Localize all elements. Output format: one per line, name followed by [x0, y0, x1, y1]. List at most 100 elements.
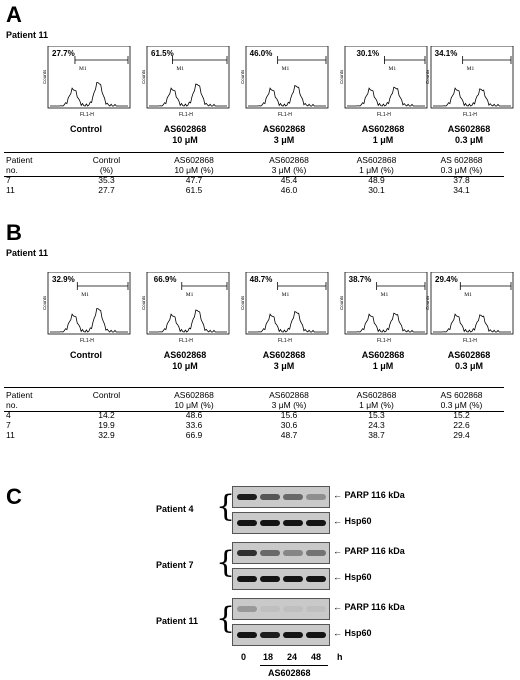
blot-band — [260, 632, 280, 638]
panel-b-data-row: 4 14.2 48.6 15.6 15.3 15.2 — [4, 410, 504, 420]
histogram-curve — [248, 311, 326, 333]
blot-band — [306, 632, 326, 638]
panel-b-letter: B — [6, 220, 22, 245]
table-cell: 15.6 — [280, 410, 298, 420]
table-cell: 3 μM (%) — [271, 165, 307, 175]
table-cell: AS602868 — [356, 155, 397, 165]
hsp60-label: ← Hsp60 — [333, 516, 372, 526]
blot-band — [306, 520, 326, 526]
blot-band — [283, 606, 303, 612]
panel-b-header-row-2: no. 10 μM (%) 3 μM (%) 1 μM (%) 0.3 μM (%) — [4, 400, 504, 410]
timepoint-48: 48 — [311, 652, 322, 662]
panel-b-histogram-4: M1 38.7% Counts FL1-H — [339, 272, 433, 346]
gate-label: M1 — [467, 66, 475, 72]
blot-band — [237, 632, 257, 638]
brace: { — [216, 601, 236, 636]
histogram-frame — [344, 272, 428, 335]
blot-band — [237, 520, 257, 526]
table-cell: 27.7 — [98, 185, 115, 195]
drug-label: AS602868 — [268, 668, 311, 678]
panel-b-histogram-2: M1 66.9% Counts FL1-H — [141, 272, 235, 346]
table-cell: (%) — [99, 165, 114, 175]
condition-drug: Control — [70, 350, 102, 360]
table-cell: 15.2 — [453, 410, 470, 420]
y-axis-label: Counts — [240, 295, 245, 310]
y-axis-label: Counts — [42, 295, 47, 310]
timepoint-24: 24 — [287, 652, 298, 662]
parp-blot — [232, 486, 330, 508]
blot-band — [306, 606, 326, 612]
panel-b-table-top-rule — [4, 387, 504, 388]
table-cell: 33.6 — [185, 420, 203, 430]
table-cell: 0.3 μM (%) — [440, 400, 483, 410]
panel-a-data-row: 7 35.3 47.7 45.4 48.9 37.8 — [4, 175, 504, 185]
table-cell: 37.8 — [453, 175, 470, 185]
panel-b-condition-label-4: AS602868 1 μM — [333, 350, 433, 372]
panel-a-condition-label-1: Control — [36, 124, 136, 135]
histogram-frame — [430, 46, 514, 109]
percent-label: 27.7% — [52, 49, 75, 58]
histogram-curve — [50, 82, 128, 107]
hsp60-blot — [232, 568, 330, 590]
table-cell: AS602868 — [356, 390, 397, 400]
x-axis-label: FL1-H — [278, 338, 292, 344]
histogram-curve — [433, 87, 511, 107]
condition-dose: 1 μM — [372, 135, 394, 145]
panel-b-condition-label-5: AS602868 0.3 μM — [419, 350, 519, 372]
panel-a-histogram-2: M1 61.5% Counts FL1-H — [141, 46, 235, 120]
histogram-frame — [430, 272, 514, 335]
blot-band — [283, 632, 303, 638]
table-cell: 7 — [6, 420, 11, 430]
gate-label: M1 — [282, 66, 290, 72]
histogram-frame — [344, 46, 428, 109]
table-cell: 7 — [6, 175, 11, 185]
panel-a-table-mid-rule — [4, 176, 504, 177]
y-axis-label: Counts — [339, 69, 344, 84]
blot-band — [260, 520, 280, 526]
table-cell: 48.9 — [368, 175, 385, 185]
y-axis-label: Counts — [240, 69, 245, 84]
panel-b-histogram-3: M1 48.7% Counts FL1-H — [240, 272, 334, 346]
percent-label: 34.1% — [435, 49, 458, 58]
timepoint-0: 0 — [241, 652, 247, 662]
histogram-curve — [347, 312, 425, 333]
histogram-frame — [47, 46, 131, 109]
panel-b-header-row-1: Patient Control AS602868 AS602868 AS602868 AS… — [4, 390, 504, 400]
x-axis-label: FL1-H — [179, 338, 193, 344]
parp-label: ← PARP 116 kDa — [333, 602, 405, 612]
table-cell: 34.1 — [453, 185, 470, 195]
panel-a-header-row-2: no. (%) 10 μM (%) 3 μM (%) 1 μM (%) 0.3 μM (%… — [4, 165, 504, 175]
blot-band — [237, 550, 257, 556]
patient-label: Patient 7 — [156, 560, 194, 570]
x-axis-label: FL1-H — [377, 112, 391, 118]
panel-b-histogram-1: M1 32.9% Counts FL1-H — [42, 272, 136, 346]
condition-drug: AS602868 — [262, 350, 306, 360]
table-cell: 11 — [6, 430, 15, 440]
panel-b-data-row: 7 19.9 33.6 30.6 24.3 22.6 — [4, 420, 504, 430]
table-cell: 35.3 — [98, 175, 115, 185]
percent-label: 66.9% — [154, 275, 177, 284]
table-cell: AS602868 — [269, 155, 309, 165]
panel-a-table: Patient Control AS602868 AS602868 AS602868 AS… — [4, 155, 504, 195]
panel-c-letter: C — [6, 484, 22, 509]
blot-band — [237, 494, 257, 500]
percent-label: 30.1% — [356, 49, 379, 58]
condition-drug: AS602868 — [361, 124, 405, 134]
x-axis-label: FL1-H — [278, 112, 292, 118]
percent-label: 32.9% — [52, 275, 75, 284]
table-cell: 10 μM (%) — [174, 400, 214, 410]
panel-a-header-row-1: Patient Control AS602868 AS602868 AS602868 AS… — [4, 155, 504, 165]
histogram-curve — [50, 308, 128, 333]
condition-drug: AS602868 — [447, 124, 491, 134]
blot-band — [237, 606, 257, 612]
patient-label: Patient 4 — [156, 504, 194, 514]
histogram-curve — [149, 309, 227, 333]
x-axis-label: FL1-H — [463, 338, 477, 344]
table-cell: 48.7 — [280, 430, 298, 440]
panel-b-histogram-5: M1 29.4% Counts FL1-H — [425, 272, 519, 346]
condition-dose: 1 μM — [372, 361, 394, 371]
gate-label: M1 — [186, 292, 194, 298]
hsp60-label: ← Hsp60 — [333, 572, 372, 582]
hsp60-blot — [232, 624, 330, 646]
parp-blot — [232, 598, 330, 620]
